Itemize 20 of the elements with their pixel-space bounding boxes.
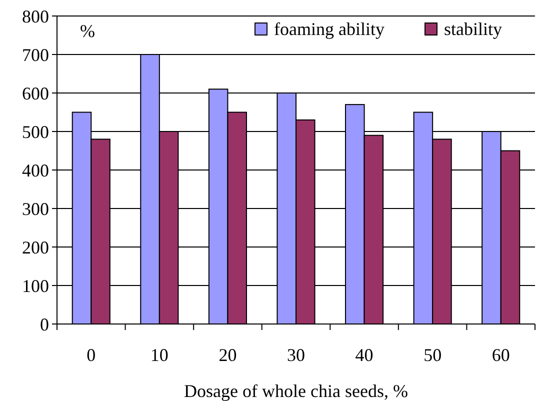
y-tick-label: 0 — [40, 314, 49, 334]
x-tick-label: 0 — [86, 345, 96, 365]
y-axis-title: % — [80, 21, 95, 41]
y-tick-label: 300 — [22, 198, 49, 219]
x-tick-label: 60 — [492, 345, 510, 365]
x-tick-label: 20 — [218, 345, 237, 365]
y-tick-label: 700 — [22, 44, 49, 65]
y-tick-label: 800 — [22, 6, 49, 26]
y-tick-label: 400 — [22, 160, 49, 180]
y-tick-label: 500 — [22, 122, 49, 142]
legend-label: stability — [444, 19, 502, 39]
x-tick-label: 30 — [287, 345, 305, 365]
x-tick-label: 40 — [355, 345, 374, 365]
legend-label: foaming ability — [274, 19, 384, 39]
x-axis-title: Dosage of whole chia seeds, % — [184, 381, 408, 401]
y-tick-label: 600 — [22, 83, 49, 104]
y-tick-label: 100 — [22, 276, 49, 296]
x-tick-label: 50 — [424, 345, 442, 365]
y-tick-label: 200 — [22, 237, 49, 258]
x-tick-label: 10 — [150, 345, 168, 365]
